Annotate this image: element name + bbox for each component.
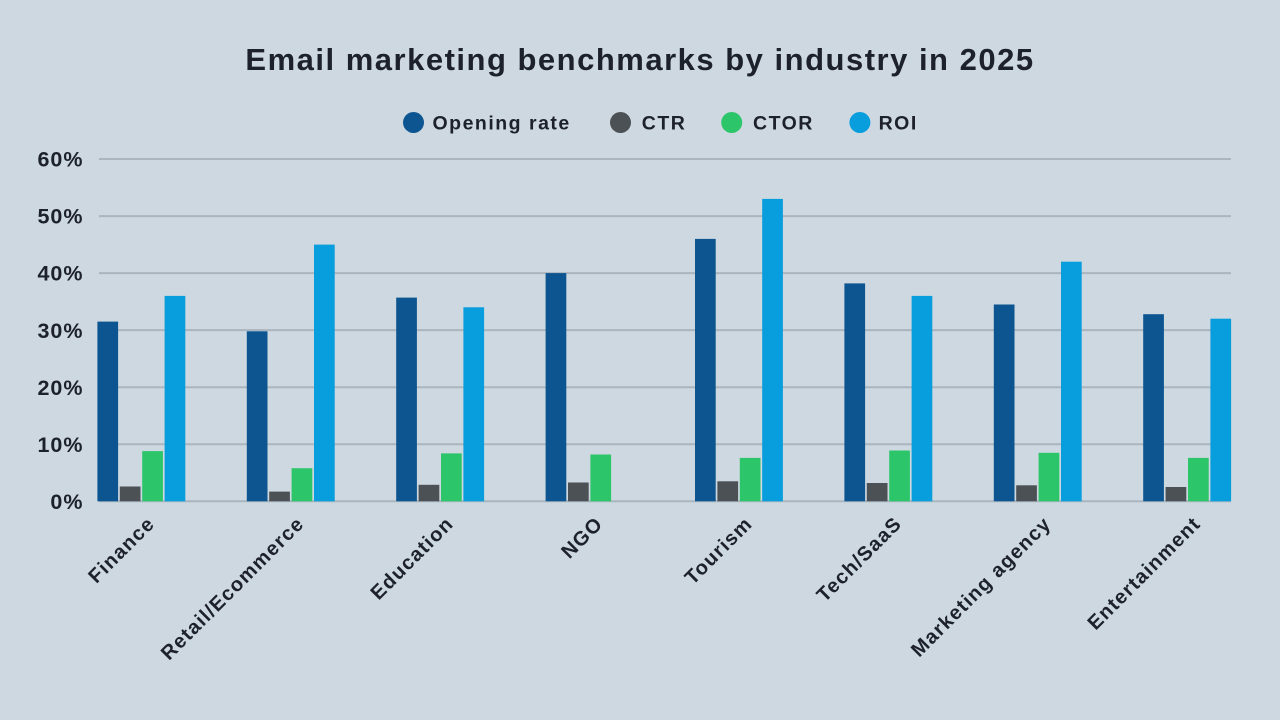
svg-text:CTR: CTR [642,113,687,135]
svg-text:0%: 0% [50,490,83,514]
svg-text:CTOR: CTOR [753,113,814,135]
svg-text:20%: 20% [37,376,83,400]
svg-text:40%: 40% [37,262,83,286]
svg-text:50%: 50% [37,205,83,229]
svg-text:ROI: ROI [879,113,918,135]
svg-text:30%: 30% [37,319,83,343]
svg-text:10%: 10% [37,433,83,457]
svg-text:Opening rate: Opening rate [433,113,571,135]
svg-text:60%: 60% [37,148,83,172]
svg-text:Email marketing benchmarks by: Email marketing benchmarks by industry i… [245,42,1034,77]
